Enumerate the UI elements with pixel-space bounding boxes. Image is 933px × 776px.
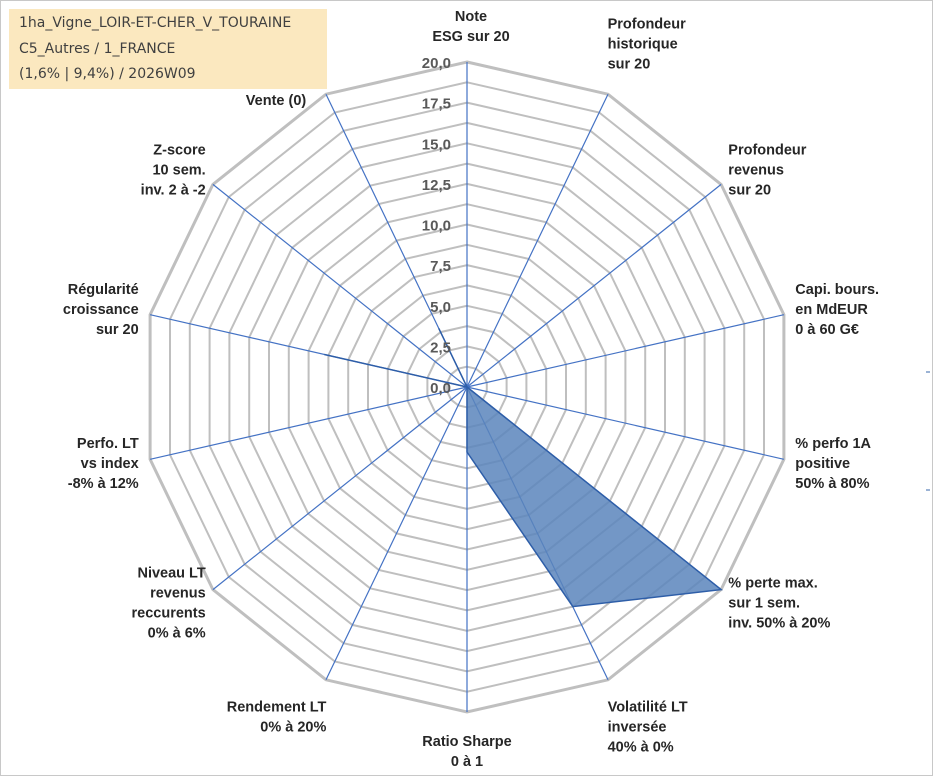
axis-label: % perfo 1A — [795, 436, 871, 452]
axis-spoke — [466, 314, 785, 388]
axis-label: croissance — [63, 302, 139, 318]
axis-label: inversée — [608, 720, 667, 736]
axis-label: positive — [795, 456, 850, 472]
axis-label: Ratio Sharpe — [422, 734, 511, 750]
axis-label: 0 à 60 G€ — [795, 322, 859, 338]
series-area — [324, 328, 723, 608]
axis-label: inv. 50% à 20% — [728, 615, 830, 631]
tick-label: 12,5 — [422, 177, 451, 194]
info-stats: (1,6% | 9,4%) / 2026W09 — [19, 66, 196, 82]
axis-label: Perfo. LT — [77, 436, 139, 452]
info-box: 1ha_Vigne_LOIR-ET-CHER_V_TOURAINE C5_Aut… — [9, 9, 327, 89]
axis-label: 40% à 0% — [608, 740, 674, 756]
axis-label: 0% à 20% — [260, 720, 326, 736]
axis-label: vs index — [81, 456, 139, 472]
axis-spoke — [212, 183, 468, 388]
axis-spoke — [466, 386, 785, 460]
tick-label: 0,0 — [430, 380, 451, 397]
radar-series — [324, 328, 723, 608]
radar-axis-labels: Note ESG sur 20 Profondeur historique sur 20… — [63, 9, 879, 770]
axis-label: 10 sem. — [152, 163, 205, 179]
axis-label: revenus — [728, 163, 784, 179]
axis-label: sur 1 sem. — [728, 595, 800, 611]
tick-label: 17,5 — [422, 96, 451, 113]
tick-label: 5,0 — [430, 299, 451, 316]
axis-label: sur 20 — [608, 56, 651, 72]
edge-tick — [926, 489, 930, 491]
info-category: C5_Autres / 1_FRANCE — [19, 41, 176, 57]
axis-spoke — [149, 386, 468, 460]
axis-label: Z-score — [153, 143, 205, 159]
axis-label: Profondeur — [608, 16, 686, 32]
axis-label: 0% à 6% — [148, 625, 206, 641]
tick-label: 2,5 — [430, 339, 451, 356]
tick-label: 10,0 — [422, 218, 451, 235]
edge-tick — [926, 371, 930, 373]
axis-label: historique — [608, 36, 678, 52]
tick-label: 20,0 — [422, 55, 451, 72]
axis-label: Niveau LT — [137, 565, 205, 581]
axis-label: revenus — [150, 585, 206, 601]
axis-label: ESG sur 20 — [432, 29, 509, 45]
axis-label: Régularité — [68, 282, 139, 298]
axis-spoke — [212, 386, 468, 591]
info-title: 1ha_Vigne_LOIR-ET-CHER_V_TOURAINE — [19, 15, 292, 31]
axis-label: sur 20 — [728, 183, 771, 199]
axis-label: en MdEUR — [795, 302, 868, 318]
axis-spoke — [466, 93, 609, 388]
axis-label: Vente (0) — [246, 93, 307, 109]
axis-label: Capi. bours. — [795, 282, 879, 298]
axis-label: Note — [455, 9, 487, 25]
axis-spoke — [466, 183, 722, 388]
tick-label: 7,5 — [430, 258, 451, 275]
radar-tick-labels: 0,0 2,5 5,0 7,5 10,0 12,5 15,0 17,5 20,0 — [422, 55, 451, 397]
axis-label: 0 à 1 — [451, 754, 483, 770]
tick-label: 15,0 — [422, 136, 451, 153]
axis-label: Volatilité LT — [608, 700, 688, 716]
axis-label: % perte max. — [728, 575, 817, 591]
axis-label: inv. 2 à -2 — [141, 183, 206, 199]
axis-label: sur 20 — [96, 322, 139, 338]
axis-label: reccurents — [132, 605, 206, 621]
axis-label: 50% à 80% — [795, 476, 869, 492]
axis-label: -8% à 12% — [68, 476, 139, 492]
axis-spoke — [325, 386, 468, 681]
axis-label: Rendement LT — [227, 700, 327, 716]
axis-label: Profondeur — [728, 143, 806, 159]
